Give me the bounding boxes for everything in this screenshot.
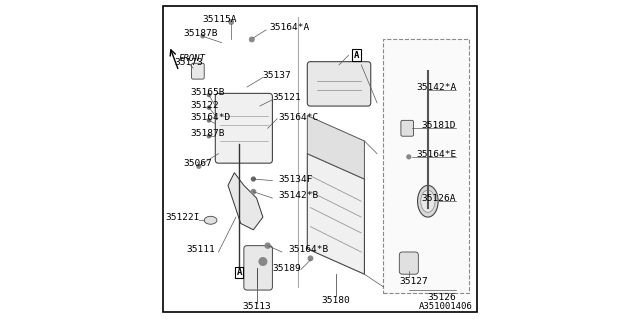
Text: 35113: 35113: [242, 302, 271, 311]
Text: 35164*A: 35164*A: [269, 23, 310, 32]
Circle shape: [265, 243, 270, 248]
Text: 35164*C: 35164*C: [279, 113, 319, 122]
Text: 35126A: 35126A: [422, 194, 456, 203]
Polygon shape: [307, 154, 364, 274]
Ellipse shape: [204, 216, 217, 224]
Circle shape: [308, 256, 313, 260]
FancyBboxPatch shape: [215, 93, 273, 163]
FancyBboxPatch shape: [399, 252, 419, 274]
FancyBboxPatch shape: [191, 63, 204, 79]
Circle shape: [207, 135, 211, 138]
Text: FRONT: FRONT: [179, 54, 205, 63]
Text: 35111: 35111: [187, 245, 215, 254]
Polygon shape: [307, 116, 364, 179]
Circle shape: [207, 93, 211, 97]
Text: A: A: [354, 51, 359, 60]
Text: 35142*B: 35142*B: [279, 191, 319, 200]
FancyBboxPatch shape: [401, 120, 413, 136]
Text: 35181D: 35181D: [422, 121, 456, 130]
Text: 35187B: 35187B: [190, 129, 225, 138]
Circle shape: [197, 164, 201, 168]
FancyBboxPatch shape: [307, 62, 371, 106]
Text: 35115A: 35115A: [203, 15, 237, 24]
Text: 35122I: 35122I: [165, 213, 200, 222]
Text: A351001406: A351001406: [419, 302, 472, 311]
Text: 35173: 35173: [174, 58, 203, 67]
Text: 35164*E: 35164*E: [416, 150, 456, 159]
Circle shape: [201, 35, 204, 38]
Text: 35127: 35127: [399, 277, 428, 286]
Text: A: A: [236, 268, 242, 277]
Circle shape: [251, 189, 255, 194]
FancyBboxPatch shape: [244, 246, 273, 290]
Text: 35180: 35180: [321, 296, 350, 305]
Text: 35189: 35189: [272, 264, 301, 273]
Ellipse shape: [420, 190, 435, 212]
Text: 35142*A: 35142*A: [416, 83, 456, 92]
Polygon shape: [228, 173, 263, 230]
Circle shape: [207, 106, 211, 109]
Text: 35164*B: 35164*B: [288, 245, 328, 254]
Polygon shape: [383, 39, 469, 293]
Ellipse shape: [417, 185, 438, 217]
Circle shape: [259, 258, 267, 265]
Text: 35067: 35067: [184, 159, 212, 168]
Text: 35164*D: 35164*D: [190, 113, 230, 122]
Text: 35121: 35121: [273, 93, 301, 102]
Text: 35134F: 35134F: [279, 175, 313, 184]
Circle shape: [250, 37, 254, 42]
Text: 35137: 35137: [263, 70, 292, 80]
Text: 35122: 35122: [190, 101, 219, 110]
Circle shape: [207, 119, 211, 122]
Text: 35126: 35126: [428, 292, 456, 301]
Circle shape: [407, 155, 411, 159]
Text: 35165B: 35165B: [190, 88, 225, 97]
Text: 35187B: 35187B: [184, 29, 218, 38]
Circle shape: [252, 177, 255, 181]
Circle shape: [229, 20, 234, 24]
